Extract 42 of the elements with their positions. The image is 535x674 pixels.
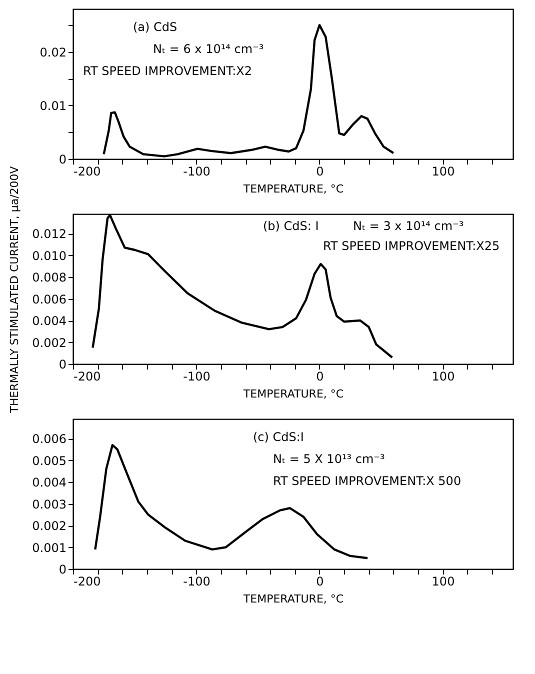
y-tick-label: 0.012	[32, 227, 66, 242]
y-tick-label: 0.010	[32, 248, 66, 263]
y-tick-label: 0	[58, 358, 66, 372]
y-tick-label: 0.002	[32, 519, 66, 534]
annotation: (b) CdS: I	[263, 219, 319, 233]
x-axis-title: TEMPERATURE, °C	[242, 388, 344, 400]
y-tick-label: 0.02	[40, 45, 66, 60]
y-tick-label: 0.003	[32, 497, 66, 512]
x-tick-label: 0	[316, 370, 324, 384]
x-tick-label: 100	[432, 370, 455, 384]
y-axis-title: THERMALLY STIMULATED CURRENT, μa/200V	[8, 166, 22, 414]
annotation: Nₜ = 6 x 10¹⁴ cm⁻³	[153, 42, 264, 56]
annotation: (a) CdS	[133, 20, 178, 34]
y-tick-label: 0.008	[32, 270, 66, 285]
annotation: RT SPEED IMPROVEMENT:X2	[83, 64, 252, 78]
annotation: Nₜ = 3 x 10¹⁴ cm⁻³	[353, 219, 464, 233]
annotation: RT SPEED IMPROVEMENT:X 500	[273, 474, 462, 488]
y-tick-label: 0.004	[32, 314, 66, 328]
x-tick-label: 0	[316, 164, 324, 178]
x-tick-label: 100	[432, 164, 455, 178]
x-tick-label: -200	[74, 164, 101, 178]
y-tick-label: 0.01	[40, 98, 66, 113]
x-tick-label: -200	[74, 370, 101, 384]
annotation: (c) CdS:I	[253, 430, 304, 444]
y-tick-label: 0.005	[32, 454, 66, 468]
x-tick-label: -100	[183, 370, 210, 384]
y-tick-label: 0.006	[32, 432, 66, 446]
x-tick-label: -200	[74, 574, 101, 588]
x-axis-title: TEMPERATURE, °C	[242, 592, 344, 606]
y-tick-label: 0.001	[32, 540, 66, 555]
x-tick-label: -100	[183, 574, 210, 588]
x-tick-label: 0	[316, 574, 324, 588]
annotation: Nₜ = 5 X 10¹³ cm⁻³	[273, 452, 386, 466]
x-axis-title: TEMPERATURE, °C	[242, 182, 344, 196]
y-tick-label: 0	[58, 152, 66, 166]
y-tick-label: 0	[58, 562, 66, 576]
y-tick-label: 0.006	[32, 292, 66, 306]
annotation: RT SPEED IMPROVEMENT:X25	[323, 239, 500, 253]
y-tick-label: 0.004	[32, 476, 66, 490]
y-tick-label: 0.002	[32, 336, 66, 350]
x-tick-label: 100	[432, 574, 455, 588]
x-tick-label: -100	[183, 164, 210, 178]
